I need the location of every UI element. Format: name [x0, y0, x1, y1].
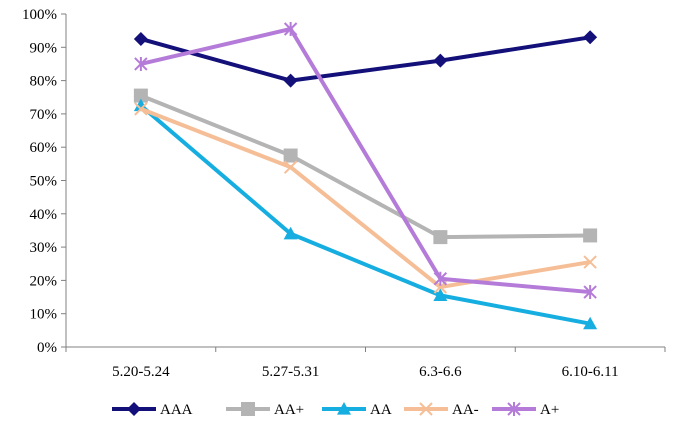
data-point: [133, 88, 148, 103]
data-point: [133, 98, 148, 112]
data-point: [283, 73, 298, 88]
x-tick-label: 6.3-6.6: [419, 364, 462, 380]
series-line: [140, 93, 591, 240]
data-point: [283, 226, 298, 240]
y-tick-label: 50%: [30, 174, 58, 190]
series-aa: [133, 98, 598, 330]
series-line: [139, 104, 591, 326]
series-line: [140, 35, 591, 83]
y-tick-label: 30%: [30, 240, 58, 256]
legend-marker: [419, 402, 433, 416]
legend-label: AA-: [452, 402, 479, 418]
legend-marker: [241, 402, 255, 416]
y-tick-label: 40%: [30, 207, 58, 223]
data-point: [134, 56, 148, 71]
data-point: [433, 271, 448, 286]
data-point: [583, 255, 597, 269]
legend-item: A+: [492, 402, 559, 418]
legend-item: AA-: [404, 402, 479, 418]
series-aa-minus: [134, 102, 597, 294]
data-point: [134, 102, 148, 116]
y-tick-label: 20%: [30, 273, 58, 289]
y-tick-label: 60%: [30, 140, 58, 156]
legend-label: AAA: [160, 402, 193, 418]
legend-marker: [127, 402, 141, 416]
legend-label: A+: [540, 402, 559, 418]
series-aa-plus: [133, 88, 598, 245]
legend-item: AAA: [112, 402, 193, 418]
series-a-plus: [134, 21, 597, 300]
data-point: [283, 160, 298, 174]
legend-marker: [337, 402, 351, 415]
x-tick-label: 5.20-5.24: [112, 364, 170, 380]
data-point: [283, 21, 298, 36]
series-line: [140, 26, 591, 295]
y-tick-label: 90%: [30, 40, 58, 56]
y-tick-label: 0%: [37, 340, 57, 356]
series-aaa: [133, 30, 598, 88]
legend-label: AA: [370, 402, 392, 418]
data-point: [433, 230, 448, 245]
data-point: [583, 228, 598, 243]
data-point: [583, 285, 597, 300]
data-point: [583, 30, 598, 45]
data-point: [433, 288, 448, 301]
x-tick-label: 6.10-6.11: [562, 364, 619, 380]
legend-marker: [507, 402, 521, 416]
legend-item: AA+: [226, 402, 304, 418]
data-point: [283, 148, 298, 163]
legend-label: AA+: [274, 402, 304, 418]
series-line: [140, 107, 591, 290]
y-tick-label: 100%: [22, 7, 57, 23]
data-point: [433, 53, 448, 68]
data-point: [583, 316, 598, 330]
legend-item: AA: [322, 402, 392, 418]
x-tick-label: 5.27-5.31: [262, 364, 320, 380]
y-tick-label: 10%: [30, 307, 58, 323]
y-tick-label: 80%: [30, 74, 58, 90]
y-tick-label: 70%: [30, 107, 58, 123]
data-point: [133, 31, 148, 46]
